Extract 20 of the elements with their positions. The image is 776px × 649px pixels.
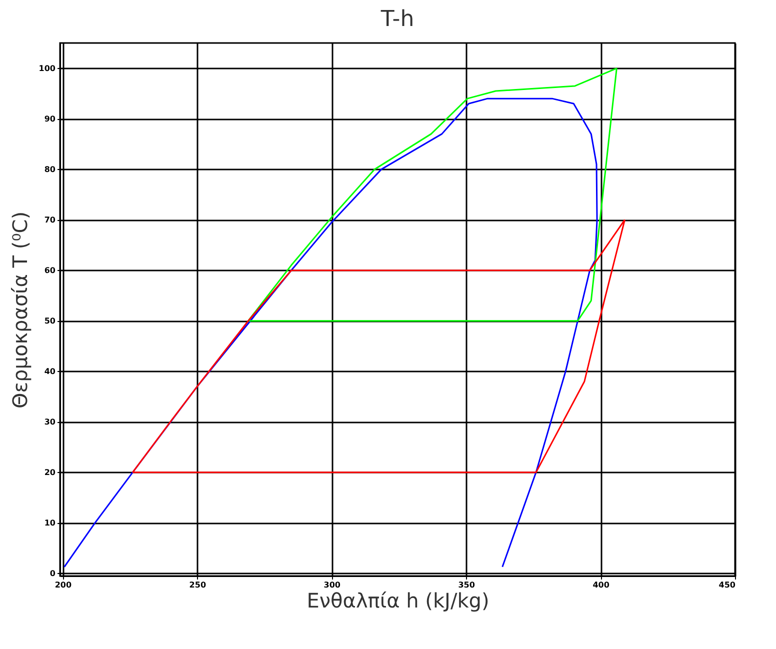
- x-axis-title: Ενθαλπία h (kJ/kg): [306, 588, 490, 612]
- chart-title: T-h: [380, 7, 414, 32]
- x-tick-label: 400: [592, 580, 610, 590]
- y-tick-label: 60: [44, 266, 56, 275]
- y-tick-label: 90: [44, 114, 56, 124]
- y-tick-label: 0: [50, 568, 56, 578]
- x-tick-label: 250: [189, 580, 206, 590]
- y-tick-label: 30: [44, 417, 56, 426]
- y-tick-label: 20: [44, 468, 56, 477]
- y-tick-label: 40: [44, 366, 56, 376]
- y-tick-label: 80: [44, 164, 56, 174]
- y-axis-title: Θερμοκρασία T (⁰C): [8, 211, 32, 409]
- x-tick-label: 350: [458, 580, 476, 590]
- y-tick-label: 10: [44, 518, 56, 528]
- x-tick-label: 450: [718, 580, 736, 590]
- y-tick-label: 70: [44, 215, 56, 224]
- y-tick-label: 50: [44, 316, 56, 326]
- y-tick-label: 100: [38, 64, 56, 73]
- x-tick-label: 300: [324, 580, 341, 590]
- x-tick-label: 200: [54, 580, 72, 590]
